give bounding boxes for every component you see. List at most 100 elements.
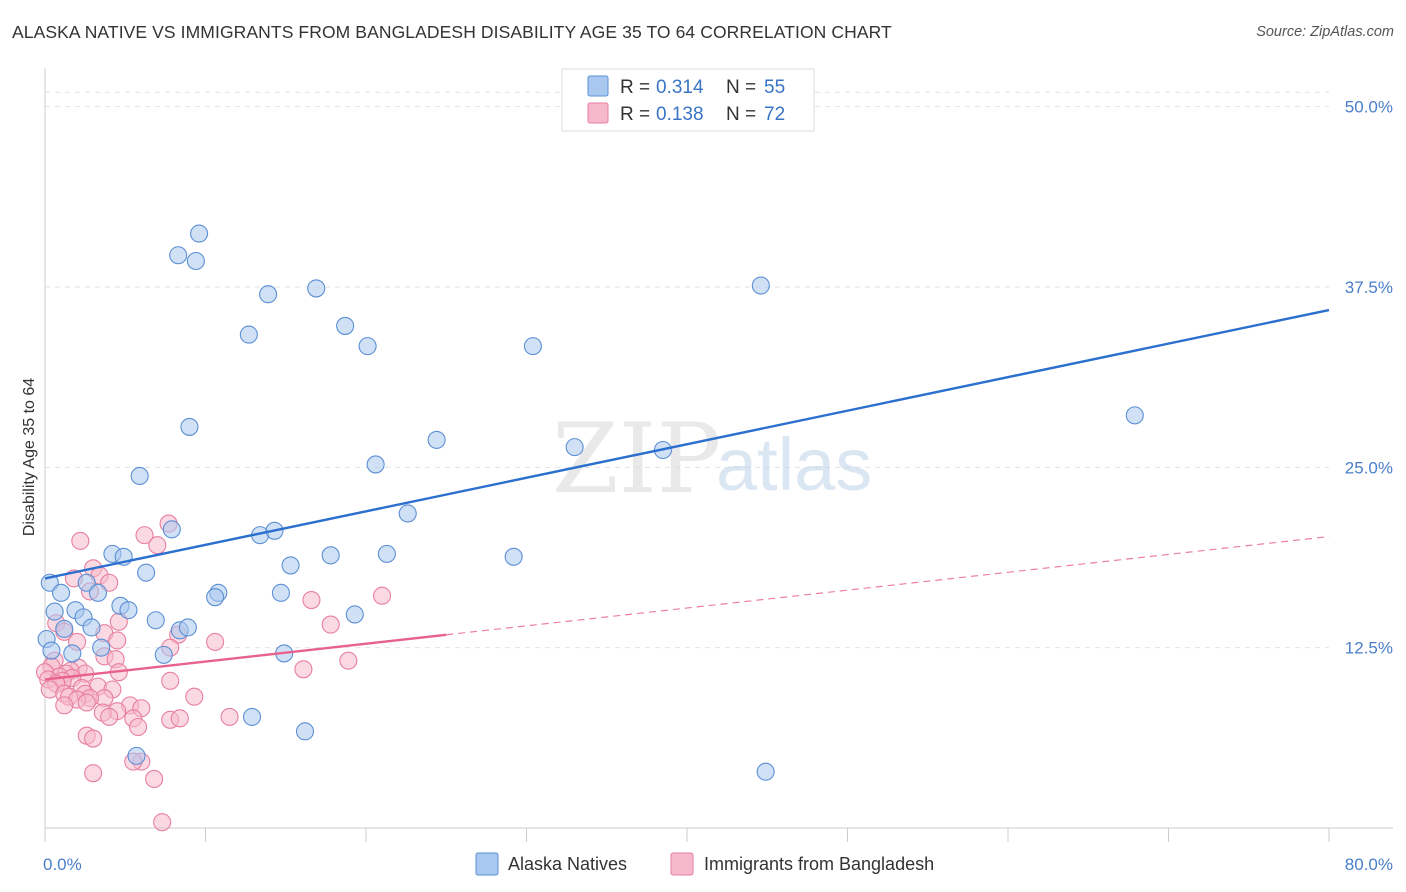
- alaska-point-24: [377, 544, 396, 563]
- bangladesh-point-68: [153, 813, 172, 832]
- alaska-point-15: [130, 466, 149, 486]
- legend-r-value-1: 0.314: [656, 77, 704, 98]
- alaska-point-30: [51, 583, 71, 602]
- alaska-point-43: [82, 618, 101, 637]
- alaska-point-34: [206, 588, 225, 607]
- alaska-point-53: [295, 722, 315, 741]
- bangladesh-point-18: [108, 631, 127, 650]
- bangladesh-point-26: [294, 660, 313, 679]
- bangladesh-point-49: [185, 687, 204, 706]
- alaska-point-38: [119, 601, 138, 620]
- alaska-point-3: [259, 285, 278, 304]
- bottom-legend-swatch-pink: [670, 852, 694, 876]
- trend-line-alaska: [44, 308, 1330, 580]
- bangladesh-point-13: [321, 615, 340, 634]
- alaska-point-7: [358, 337, 377, 356]
- trend-line-bangladesh-dashed: [446, 535, 1330, 636]
- bangladesh-point-1: [135, 526, 154, 545]
- legend-swatch-pink: [587, 102, 609, 124]
- bangladesh-point-3: [71, 531, 90, 550]
- alaska-point-16: [366, 455, 385, 474]
- bottom-legend: Alaska Natives Immigrants from Banglades…: [475, 852, 934, 876]
- alaska-point-35: [45, 602, 64, 621]
- y-axis-label: Disability Age 35 to 64: [21, 378, 38, 536]
- alaska-point-39: [345, 605, 364, 624]
- bangladesh-point-50: [77, 693, 96, 712]
- bottom-legend-label-alaska: Alaska Natives: [508, 854, 627, 874]
- alaska-point-25: [504, 547, 523, 566]
- alaska-point-18: [162, 520, 181, 539]
- bangladesh-point-67: [145, 769, 164, 788]
- alaska-point-8: [523, 337, 542, 356]
- alaska-point-55: [756, 762, 775, 781]
- alaska-point-17: [398, 504, 417, 523]
- y-tick-label-1: 25.0%: [1345, 458, 1393, 477]
- bangladesh-point-56: [100, 707, 119, 726]
- y-tick-label-3: 50.0%: [1345, 98, 1393, 117]
- bottom-legend-label-bangladesh: Immigrants from Bangladesh: [704, 854, 934, 874]
- bangladesh-point-40: [161, 671, 180, 690]
- alaska-point-54: [127, 746, 146, 765]
- alaska-point-1: [169, 246, 188, 265]
- legend: R = 0.314 N = 55 R = 0.138 N = 72: [561, 68, 815, 132]
- alaska-point-41: [146, 611, 165, 630]
- legend-r-value-2: 0.138: [656, 104, 704, 125]
- alaska-point-29: [77, 573, 96, 592]
- bangladesh-point-66: [84, 764, 103, 783]
- legend-r-label-1: R =: [620, 77, 650, 98]
- bottom-legend-swatch-blue: [475, 852, 499, 876]
- axes: [44, 68, 1393, 842]
- bangladesh-point-7: [100, 573, 119, 592]
- alaska-point-12: [427, 430, 446, 449]
- trend-lines: [44, 308, 1330, 681]
- alaska-point-31: [88, 583, 108, 602]
- alaska-point-52: [242, 707, 262, 726]
- source-label: Source: ZipAtlas.com: [1256, 24, 1394, 40]
- alaska-point-6: [336, 316, 355, 335]
- chart-title: ALASKA NATIVE VS IMMIGRANTS FROM BANGLAD…: [12, 22, 892, 42]
- x-tick-labels: 0.0% 80.0%: [43, 855, 1393, 874]
- legend-swatch-blue: [587, 75, 609, 97]
- alaska-point-48: [42, 641, 61, 660]
- bangladesh-point-63: [84, 729, 103, 748]
- grid-lines: [45, 91, 1329, 649]
- bangladesh-point-60: [220, 707, 239, 726]
- x-tick-label-max: 80.0%: [1345, 855, 1393, 874]
- y-tick-label-2: 37.5%: [1345, 278, 1393, 297]
- bangladesh-point-9: [372, 586, 392, 605]
- series-bangladesh-points: [35, 514, 392, 832]
- alaska-point-13: [565, 438, 584, 457]
- bangladesh-point-24: [339, 651, 358, 670]
- alaska-point-26: [281, 556, 300, 575]
- bangladesh-point-61: [129, 717, 148, 737]
- alaska-point-0: [190, 224, 209, 243]
- alaska-point-2: [186, 251, 205, 271]
- watermark: ZIP atlas: [552, 403, 872, 515]
- legend-n-value-2: 72: [764, 104, 785, 125]
- alaska-point-47: [92, 638, 111, 657]
- alaska-point-23: [321, 546, 340, 565]
- alaska-point-11: [180, 417, 199, 436]
- alaska-point-46: [178, 618, 197, 637]
- legend-n-value-1: 55: [764, 77, 785, 98]
- legend-n-label-2: N =: [726, 104, 756, 125]
- alaska-point-42: [55, 619, 74, 638]
- x-tick-label-min: 0.0%: [43, 855, 82, 874]
- y-tick-labels: 12.5% 25.0% 37.5% 50.0%: [1345, 98, 1393, 658]
- alaska-point-50: [154, 645, 173, 664]
- alaska-point-5: [239, 325, 258, 344]
- alaska-point-9: [751, 276, 770, 295]
- alaska-point-49: [63, 644, 82, 663]
- alaska-point-10: [1125, 406, 1144, 425]
- trend-line-bangladesh-solid: [44, 633, 447, 681]
- bangladesh-point-2: [148, 536, 167, 555]
- alaska-point-27: [137, 563, 156, 582]
- alaska-point-4: [307, 279, 326, 298]
- bangladesh-point-17: [206, 632, 225, 651]
- y-tick-label-0: 12.5%: [1345, 639, 1393, 658]
- watermark-atlas: atlas: [716, 423, 872, 506]
- bangladesh-point-10: [302, 591, 321, 610]
- bangladesh-point-59: [170, 709, 189, 728]
- alaska-point-33: [271, 583, 290, 602]
- watermark-zip: ZIP: [552, 403, 721, 515]
